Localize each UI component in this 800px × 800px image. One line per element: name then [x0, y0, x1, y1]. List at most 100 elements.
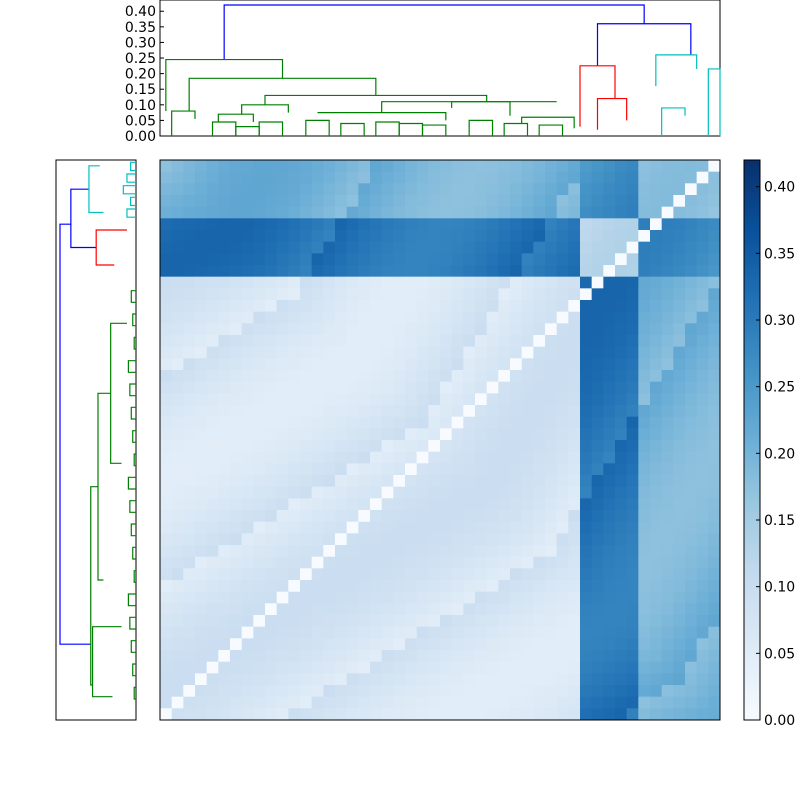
heatmap-cell — [230, 580, 243, 593]
heatmap-cell — [358, 626, 371, 639]
heatmap-cell — [603, 218, 616, 231]
heatmap-cell — [673, 486, 686, 499]
top-dendrogram-link — [381, 101, 557, 113]
heatmap-cell — [673, 451, 686, 464]
heatmap-cell — [603, 370, 616, 383]
top-dendrogram-axis: 0.000.050.100.150.200.250.300.350.40 — [125, 4, 164, 145]
heatmap-cell — [591, 381, 604, 394]
heatmap-cell — [556, 626, 569, 639]
heatmap-cell — [580, 463, 593, 476]
heatmap-cell — [218, 463, 231, 476]
heatmap-cell — [685, 533, 698, 546]
heatmap-cell — [358, 230, 371, 243]
heatmap-cell — [183, 253, 196, 266]
heatmap-cell — [183, 661, 196, 674]
heatmap-cell — [241, 498, 254, 511]
heatmap-cell — [638, 171, 651, 184]
heatmap-cell — [615, 183, 628, 196]
heatmap-cell — [265, 545, 278, 558]
heatmap-cell — [335, 206, 348, 219]
heatmap-cell — [276, 311, 289, 324]
top-dendrogram-tick-label: 0.20 — [125, 67, 156, 83]
heatmap-cell — [615, 463, 628, 476]
heatmap-cell — [696, 626, 709, 639]
heatmap-cell — [171, 381, 184, 394]
heatmap-cell — [556, 218, 569, 231]
heatmap-cell — [475, 475, 488, 488]
heatmap-cell — [393, 358, 406, 371]
heatmap-cell — [265, 463, 278, 476]
heatmap-cell — [463, 253, 476, 266]
heatmap-cell — [160, 300, 173, 313]
heatmap-cell — [591, 451, 604, 464]
heatmap-cell — [230, 545, 243, 558]
heatmap-cell — [708, 521, 721, 534]
left-dendrogram-leaf-link — [133, 686, 136, 700]
heatmap-cell — [230, 195, 243, 208]
heatmap-cell — [463, 556, 476, 569]
heatmap-cell — [206, 276, 219, 289]
heatmap-cell — [556, 498, 569, 511]
heatmap-cell — [276, 545, 289, 558]
heatmap-cell — [428, 265, 441, 278]
heatmap-cell — [463, 685, 476, 698]
heatmap-cell — [160, 591, 173, 604]
heatmap-cell — [498, 556, 511, 569]
heatmap-cell — [206, 568, 219, 581]
heatmap-cell — [323, 708, 336, 721]
heatmap-cell — [346, 545, 359, 558]
heatmap-cell — [545, 463, 558, 476]
heatmap-cell — [195, 638, 208, 651]
heatmap-cell — [218, 381, 231, 394]
heatmap-cell — [335, 440, 348, 453]
heatmap-cell — [346, 591, 359, 604]
heatmap-cell — [183, 521, 196, 534]
heatmap-cell — [486, 311, 499, 324]
heatmap-cell — [428, 696, 441, 709]
heatmap-cell — [486, 346, 499, 359]
heatmap-cell — [206, 486, 219, 499]
heatmap-cell — [416, 183, 429, 196]
heatmap-cell — [661, 253, 674, 266]
heatmap-cell — [218, 626, 231, 639]
heatmap-cell — [696, 195, 709, 208]
top-dendrogram-link — [521, 116, 575, 129]
colorbar-tick-label: 0.25 — [764, 380, 795, 396]
heatmap-cell — [475, 591, 488, 604]
heatmap-cell — [346, 253, 359, 266]
heatmap-cell — [568, 486, 581, 499]
heatmap-cell — [393, 475, 406, 488]
heatmap-cell — [580, 300, 593, 313]
heatmap-cell — [673, 288, 686, 301]
heatmap-cell — [335, 510, 348, 523]
heatmap-cell — [195, 673, 208, 686]
heatmap-cell — [486, 428, 499, 441]
heatmap-cell — [591, 626, 604, 639]
heatmap-cell — [475, 416, 488, 429]
heatmap-cell — [545, 311, 558, 324]
heatmap-cell — [463, 300, 476, 313]
heatmap-cell — [300, 498, 313, 511]
heatmap-cell — [673, 311, 686, 324]
heatmap-cell — [638, 498, 651, 511]
heatmap-cell — [183, 323, 196, 336]
heatmap-cell — [428, 498, 441, 511]
heatmap-cell — [195, 241, 208, 254]
heatmap-cell — [498, 241, 511, 254]
heatmap-cell — [241, 568, 254, 581]
heatmap-cell — [626, 638, 639, 651]
heatmap-cell — [486, 521, 499, 534]
heatmap-cell — [533, 253, 546, 266]
heatmap-cell — [603, 335, 616, 348]
heatmap-cell — [451, 486, 464, 499]
heatmap-cell — [486, 486, 499, 499]
heatmap-cell — [580, 370, 593, 383]
heatmap-cell — [405, 533, 418, 546]
heatmap-cell — [580, 416, 593, 429]
left-dendrogram — [55, 159, 137, 721]
heatmap-cell — [241, 230, 254, 243]
heatmap-cell — [300, 696, 313, 709]
left-dendrogram-link — [110, 322, 127, 464]
heatmap-cell — [568, 393, 581, 406]
heatmap-cell — [300, 568, 313, 581]
